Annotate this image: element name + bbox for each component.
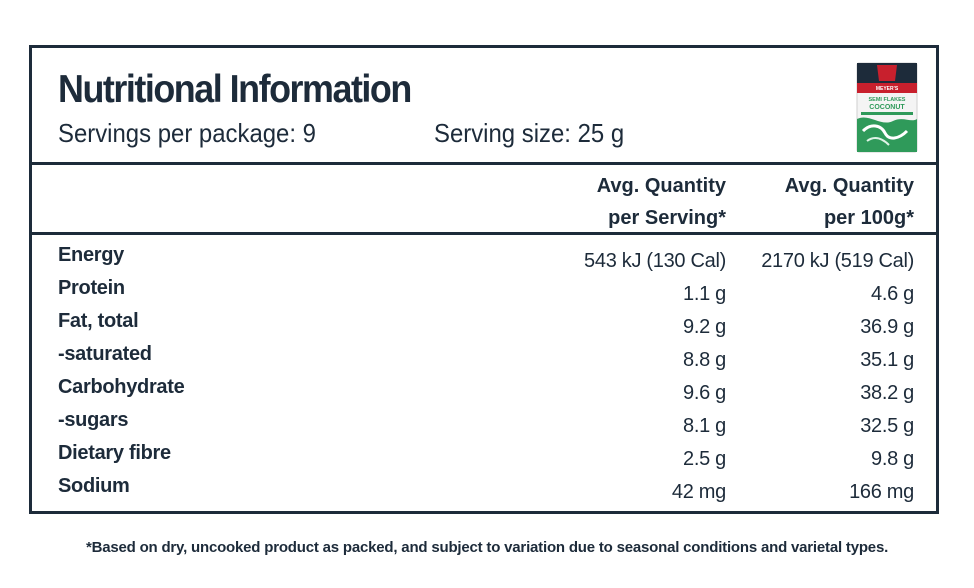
column-header-per-100g-line1: Avg. Quantity [784, 175, 914, 197]
footnote: *Based on dry, uncooked product as packe… [85, 539, 889, 556]
nutrient-per-serving: 543 kJ (130 Cal) [584, 250, 726, 272]
nutrient-name: Sodium [58, 475, 130, 497]
column-header-per-serving-line1: Avg. Quantity [596, 175, 726, 197]
column-header-divider [32, 232, 936, 235]
nutrient-name: Protein [58, 277, 125, 299]
nutrient-table: Energy 543 kJ (130 Cal) 2170 kJ (519 Cal… [32, 244, 936, 508]
panel-title: Nutritional Information [58, 68, 412, 111]
nutrient-per-100g: 166 mg [849, 481, 914, 503]
nutrient-per-100g: 35.1 g [860, 349, 914, 371]
nutrient-per-serving: 1.1 g [683, 283, 726, 305]
nutrient-per-100g: 36.9 g [860, 316, 914, 338]
nutrient-name: Carbohydrate [58, 376, 185, 398]
nutrient-row-energy: Energy 543 kJ (130 Cal) 2170 kJ (519 Cal… [32, 244, 936, 277]
nutrient-per-serving: 2.5 g [683, 448, 726, 470]
nutrient-row-protein: Protein 1.1 g 4.6 g [32, 277, 936, 310]
nutrient-row-fat-total: Fat, total 9.2 g 36.9 g [32, 310, 936, 343]
coconut-flakes-package-icon: MEYER'S SEMI FLAKES COCONUT [855, 61, 919, 154]
column-header-per-100g-line2: per 100g* [823, 207, 914, 229]
nutrient-per-serving: 42 mg [671, 481, 726, 503]
nutrient-per-100g: 9.8 g [871, 448, 914, 470]
serving-size: Serving size: 25 g [434, 118, 625, 148]
nutrient-per-serving: 9.6 g [683, 382, 726, 404]
nutrient-row-sodium: Sodium 42 mg 166 mg [32, 475, 936, 508]
nutrient-per-serving: 9.2 g [683, 316, 726, 338]
nutrient-per-serving: 8.1 g [683, 415, 726, 437]
nutrient-name: Dietary fibre [58, 442, 171, 464]
header-divider [32, 162, 936, 165]
nutrient-row-sugars: -sugars 8.1 g 32.5 g [32, 409, 936, 442]
nutrient-row-saturated: -saturated 8.8 g 35.1 g [32, 343, 936, 376]
pack-product-line1: SEMI FLAKES [869, 97, 906, 103]
nutrient-row-dietary-fibre: Dietary fibre 2.5 g 9.8 g [32, 442, 936, 475]
servings-per-package: Servings per package: 9 [58, 118, 316, 148]
nutrient-per-100g: 2170 kJ (519 Cal) [761, 250, 914, 272]
pack-brand-label: MEYER'S [876, 86, 899, 92]
nutrient-name: -sugars [58, 409, 129, 431]
nutrient-per-serving: 8.8 g [683, 349, 726, 371]
column-header-per-serving-line2: per Serving* [608, 207, 726, 229]
pack-product-line2: COCONUT [869, 104, 905, 111]
nutrient-name: -saturated [58, 343, 152, 365]
nutrient-row-carbohydrate: Carbohydrate 9.6 g 38.2 g [32, 376, 936, 409]
nutrient-per-100g: 32.5 g [860, 415, 914, 437]
nutrient-name: Fat, total [58, 310, 139, 332]
nutrition-panel: Nutritional Information Servings per pac… [29, 45, 939, 514]
column-header-per-100g: Avg. Quantity per 100g* [724, 170, 914, 234]
nutrient-per-100g: 4.6 g [871, 283, 914, 305]
nutrient-per-100g: 38.2 g [860, 382, 914, 404]
nutrient-name: Energy [58, 244, 125, 266]
column-header-per-serving: Avg. Quantity per Serving* [536, 170, 726, 234]
